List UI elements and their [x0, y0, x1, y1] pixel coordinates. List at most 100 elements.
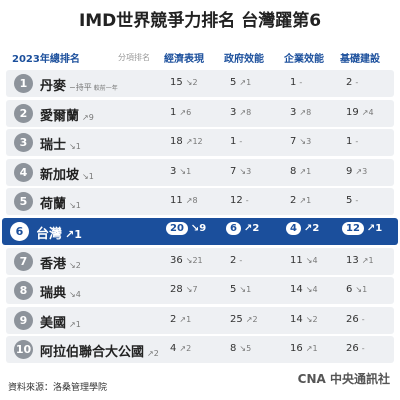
sub-rank-value: 2 — [170, 313, 177, 325]
sub-rank-change: ↗2 — [243, 223, 260, 234]
sub-rank: 2 ↗1 — [170, 314, 191, 325]
sub-rank: 16 ↗1 — [290, 343, 318, 354]
country-name: 新加坡 — [40, 167, 80, 183]
sub-rank-value: 2 — [230, 254, 237, 266]
sub-rank: 1- — [230, 136, 242, 147]
sub-rank-value: 2 — [290, 195, 297, 207]
country-name: 香港 — [40, 256, 67, 272]
sub-rank: 4 ↗2 — [286, 222, 320, 235]
header-column: 企業效能 — [284, 54, 324, 65]
sub-rank-change: ↘1 — [239, 285, 252, 295]
sub-rank-value: 2 — [346, 77, 353, 88]
sub-rank: 19 ↗4 — [346, 107, 374, 118]
sub-rank-change: - — [239, 137, 243, 147]
sub-rank-value: 8 — [290, 165, 297, 177]
rank-change: ↘1 — [82, 171, 94, 181]
rank-change: ↗2 — [147, 349, 159, 359]
sub-rank-value: 15 — [170, 77, 183, 88]
sub-rank: 2 ↗1 — [290, 195, 311, 206]
country: 台灣 ↗1 — [36, 223, 82, 242]
sub-rank: 5 ↗1 — [230, 77, 251, 88]
sub-rank-change: ↗1 — [239, 78, 252, 87]
sub-rank: 2- — [230, 255, 242, 266]
sub-rank-change: ↘2 — [305, 314, 318, 324]
sub-rank: 12 ↗1 — [342, 222, 383, 235]
source: 資料來源：洛桑管理學院 — [8, 383, 108, 393]
sub-rank-value: 3 — [290, 106, 297, 118]
sub-rank-value: 20 — [166, 222, 188, 235]
sub-rank-change: ↗3 — [355, 166, 368, 176]
rank-change: ↗1 — [69, 319, 81, 329]
rank-badge: 6 — [10, 222, 29, 241]
rank-badge: 5 — [14, 192, 33, 212]
sub-rank: 26- — [346, 314, 365, 325]
sub-rank: 12- — [230, 195, 249, 206]
sub-rank-value: 1 — [170, 106, 177, 118]
sub-rank: 3 ↗8 — [290, 107, 311, 118]
country-name: 瑞典 — [40, 286, 67, 302]
header-column: 經濟表現 — [164, 54, 204, 65]
sub-rank-value: 14 — [290, 284, 303, 296]
sub-rank-change: ↗1 — [299, 166, 312, 176]
change-note: 較前一年 — [93, 85, 118, 92]
country-name: 荷蘭 — [40, 197, 67, 213]
header-column: 政府效能 — [224, 54, 264, 65]
sub-rank: 20 ↘9 — [166, 222, 206, 235]
sub-rank-change: - — [355, 137, 359, 147]
logo: CNA 中央通訊社 — [297, 372, 390, 386]
sub-rank-change: ↘3 — [299, 137, 312, 147]
sub-rank: 7 ↘3 — [290, 136, 311, 147]
country: 瑞士 ↘1 — [40, 134, 81, 153]
rank-change: ↗9 — [82, 112, 94, 122]
sub-rank-value: 4 — [170, 343, 177, 355]
sub-rank-change: ↘1 — [355, 285, 368, 295]
country: 阿拉伯聯合大公國 ↗2 — [40, 341, 159, 360]
row: 8 瑞典 ↘4 28 ↘7 5 ↘1 14 ↘4 6 ↘1 — [6, 277, 394, 305]
row: 5 荷蘭 ↘1 11 ↗8 12-2 ↗1 5- — [6, 188, 394, 216]
sub-rank-value: 5 — [346, 195, 353, 207]
country: 美國 ↗1 — [40, 312, 81, 331]
sub-rank-change: ↗12 — [185, 137, 203, 147]
sub-rank: 3 ↗8 — [230, 107, 251, 118]
country: 香港 ↘2 — [40, 253, 81, 272]
sub-rank: 8 ↘5 — [230, 343, 251, 354]
sub-rank: 2- — [346, 77, 358, 88]
rank-badge: 3 — [14, 133, 33, 153]
rank-badge: 4 — [14, 162, 33, 182]
sub-rank: 3 ↘1 — [170, 166, 191, 177]
country: 愛爾蘭 ↗9 — [40, 105, 94, 124]
sub-rank: 5 ↘1 — [230, 284, 251, 295]
country: 瑞典 ↘4 — [40, 282, 81, 301]
row: 6 台灣 ↗1 20 ↘9 6 ↗2 4 ↗2 12 ↗1 — [2, 218, 398, 245]
sub-rank-value: 5 — [230, 284, 237, 296]
rank-badge: 10 — [14, 340, 33, 360]
sub-rank-value: 1 — [290, 77, 297, 88]
sub-rank-change: - — [299, 78, 303, 87]
rank-change: ↘2 — [69, 260, 81, 270]
rank-change: ↗1 — [65, 228, 82, 241]
sub-rank-change: - — [239, 255, 243, 265]
country-name: 台灣 — [36, 227, 63, 242]
sub-rank-change: ↗1 — [305, 344, 318, 354]
sub-rank: 1- — [290, 77, 302, 88]
country-name: 愛爾蘭 — [40, 108, 80, 124]
sub-rank-change: ↗1 — [366, 223, 383, 234]
sub-rank-change: ↗2 — [303, 223, 320, 234]
row: 3 瑞士 ↘1 18 ↗12 1-7 ↘3 1- — [6, 129, 394, 157]
row: 1 丹麥 −持平 較前一年 15 ↘2 5 ↗1 1-2- — [6, 70, 394, 97]
country-name: 美國 — [40, 315, 67, 331]
sub-rank-change: ↗1 — [361, 255, 374, 265]
sub-rank-value: 1 — [346, 136, 353, 148]
sub-rank-change: ↘1 — [179, 166, 192, 176]
row: 7 香港 ↘2 36 ↘21 2- 11 ↘4 13 ↗1 — [6, 247, 394, 275]
header-column: 基礎建設 — [340, 54, 380, 65]
sub-rank-value: 19 — [346, 106, 359, 118]
rank-change: −持平 — [69, 83, 92, 92]
sub-rank-change: - — [355, 78, 359, 87]
sub-rank: 11 ↗8 — [170, 195, 198, 206]
sub-rank-value: 6 — [346, 284, 353, 296]
sub-rank-change: - — [361, 314, 365, 324]
sub-rank-value: 16 — [290, 343, 303, 355]
country-name: 阿拉伯聯合大公國 — [40, 345, 145, 361]
